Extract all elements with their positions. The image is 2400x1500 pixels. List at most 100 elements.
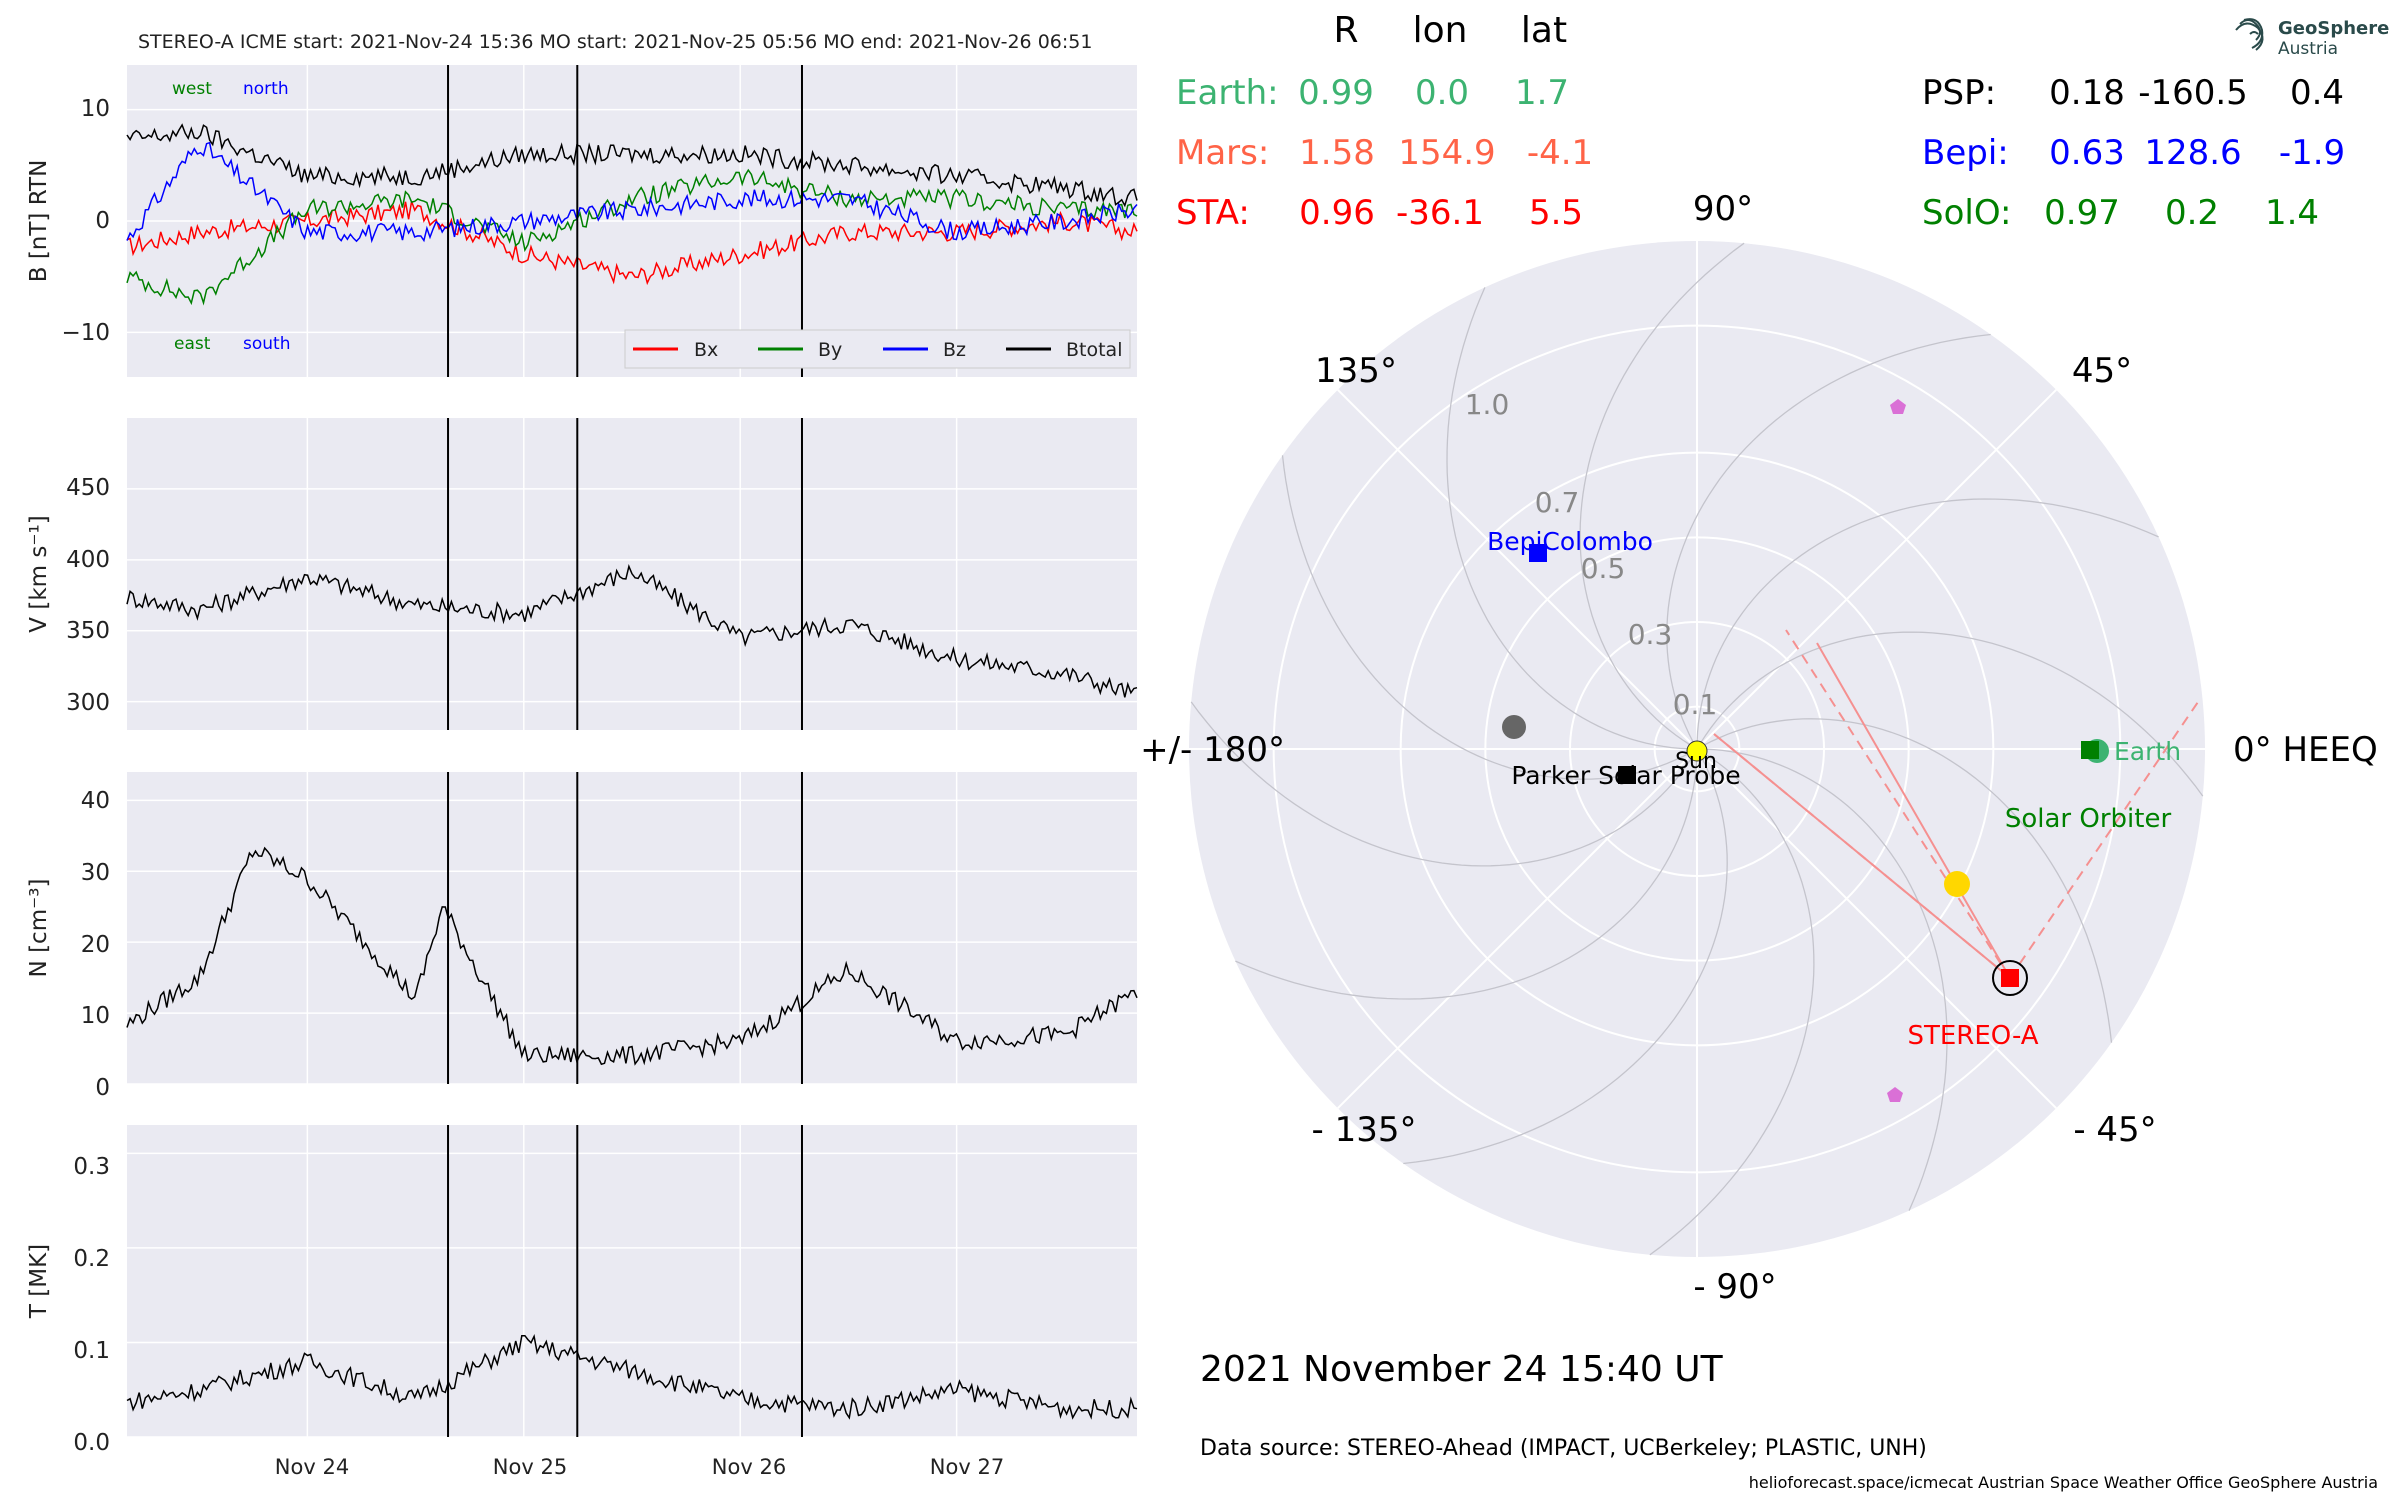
parker-spiral-line (1666, 333, 1991, 750)
legend-label-btotal: Btotal (1066, 339, 1122, 361)
angle-label-minus45: - 45° (2073, 1110, 2156, 1150)
row-earth-r: 0.99 (1298, 73, 1374, 113)
radial-label: 0.1 (1673, 688, 1718, 721)
row-earth-lon: 0.0 (1415, 73, 1469, 113)
xtick-label: Nov 25 (493, 1455, 567, 1479)
series-line-by (126, 168, 1138, 306)
density-ytick: 30 (81, 860, 110, 886)
psp-marker (1618, 766, 1636, 784)
temperature-ylabel: T [MK] (26, 1244, 52, 1319)
legend-label-bx: Bx (694, 339, 718, 361)
row-psp-lon: -160.5 (2138, 73, 2248, 113)
density-panel (127, 772, 1137, 1084)
angle-label-90: 90° (1693, 189, 1753, 229)
row-solo-lon: 0.2 (2165, 193, 2219, 233)
parker-spiral-line (1235, 748, 1698, 1000)
parker-spiral-line (1696, 718, 2113, 1043)
row-bepi-r: 0.63 (2049, 133, 2125, 173)
row-mars-name: Mars: (1176, 133, 1269, 173)
bepi-label: BepiColombo (1487, 527, 1653, 556)
row-earth-lat: 1.7 (1515, 73, 1569, 113)
parker-spiral-line (1696, 631, 2204, 797)
mag-ytick: −10 (61, 320, 110, 346)
logo-mark-icon (2235, 18, 2264, 51)
direction-south: south (243, 334, 290, 354)
speed-ytick: 450 (66, 475, 110, 501)
panel-backgrounds (127, 65, 1137, 1437)
pentagon-marker (1887, 1087, 1903, 1102)
psp-label: Parker Solar Probe (1511, 761, 1740, 790)
series-line-btotal (126, 123, 1138, 208)
row-psp-r: 0.18 (2049, 73, 2125, 113)
sta-view-lines (1713, 629, 2201, 979)
density-ytick: 10 (81, 1003, 110, 1029)
sta-fov-line (1816, 642, 2011, 979)
temperature-panel (127, 1125, 1137, 1437)
speed-ytick: 350 (66, 618, 110, 644)
row-bepi-lat: -1.9 (2279, 133, 2345, 173)
logo-line1: GeoSphere (2278, 18, 2389, 39)
xtick-label: Nov 26 (712, 1455, 786, 1479)
row-sta-r: 0.96 (1299, 193, 1375, 233)
temperature-ytick: 0.0 (73, 1430, 110, 1456)
angle-label-minus90: - 90° (1693, 1267, 1776, 1307)
mag-legend: Bx By Bz Btotal (624, 329, 1131, 369)
table-header-r: R (1333, 10, 1358, 51)
row-bepi-lon: 128.6 (2144, 133, 2241, 173)
positions-table: R lon lat Earth: 0.99 0.0 1.7 Mars: 1.58… (1176, 10, 2345, 233)
mag-ytick: 10 (81, 96, 110, 122)
row-mars-r: 1.58 (1299, 133, 1375, 173)
speed-ytick: 300 (66, 690, 110, 716)
row-psp-name: PSP: (1922, 73, 1996, 113)
legend-label-bz: Bz (943, 339, 966, 361)
sta-label: STEREO-A (1907, 1021, 2038, 1051)
radial-label: 0.5 (1581, 552, 1626, 585)
mag-ytick: 0 (95, 208, 110, 234)
series-line-bz (126, 141, 1138, 244)
radial-label: 0.7 (1535, 486, 1580, 519)
solo-marker (2081, 741, 2099, 759)
earth-label: Earth (2114, 737, 2181, 766)
sta-fov-line-dashed (1713, 733, 2011, 979)
angular-grid-line (1337, 389, 1698, 750)
pentagon-marker (1890, 399, 1906, 414)
row-mars-lat: -4.1 (1527, 133, 1593, 173)
direction-north: north (243, 79, 289, 99)
speed-ytick: 400 (66, 547, 110, 573)
radial-label: 0.3 (1628, 618, 1673, 651)
sta-ring (1992, 960, 2028, 996)
row-mars-lon: 154.9 (1398, 133, 1495, 173)
direction-east: east (174, 334, 211, 354)
angle-label-135: 135° (1315, 351, 1397, 391)
row-solo-lat: 1.4 (2265, 193, 2319, 233)
density-ytick: 0 (95, 1075, 110, 1101)
source-label: Data source: STEREO-Ahead (IMPACT, UCBer… (1200, 1436, 1927, 1461)
density-ytick: 40 (81, 788, 110, 814)
parker-spiral-line (1649, 748, 1815, 1256)
density-ylabel: N [cm⁻³] (26, 879, 52, 978)
row-earth-name: Earth: (1176, 73, 1279, 113)
angle-label-45: 45° (2072, 351, 2132, 391)
parker-spiral-line (1281, 455, 1698, 780)
temperature-ytick: 0.2 (73, 1246, 110, 1272)
event-lines (447, 65, 803, 1437)
sta-marker (2001, 969, 2019, 987)
temperature-ytick: 0.1 (73, 1338, 110, 1364)
date-label: 2021 November 24 15:40 UT (1200, 1349, 1724, 1390)
row-solo-name: SolO: (1922, 193, 2011, 233)
xtick-label: Nov 24 (275, 1455, 349, 1479)
row-bepi-name: Bepi: (1922, 133, 2009, 173)
angle-label-180: +/- 180° (1140, 730, 1285, 770)
temperature-ytick: 0.3 (73, 1154, 110, 1180)
event-header: STEREO-A ICME start: 2021-Nov-24 15:36 M… (138, 31, 1092, 53)
polar-grid (1189, 241, 2205, 1257)
parker-spiral-line (1696, 498, 2159, 750)
xtick-label: Nov 27 (930, 1455, 1004, 1479)
density-ytick: 20 (81, 932, 110, 958)
angle-label-0: 0° HEEQ (2233, 730, 2378, 770)
angular-grid-line (1337, 748, 1698, 1109)
solo-label: Solar Orbiter (2005, 804, 2172, 834)
bodies: Sun Parker Solar Probe BepiColombo Earth… (1487, 399, 2181, 1102)
logo-line2: Austria (2278, 39, 2338, 59)
